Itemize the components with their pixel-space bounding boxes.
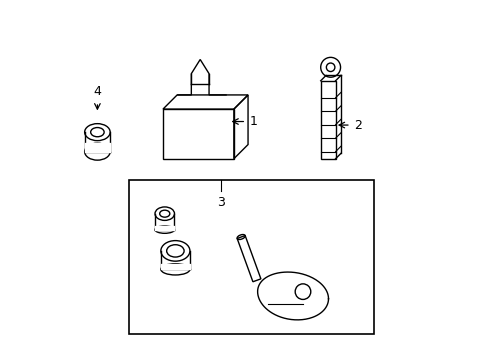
Text: 1: 1 bbox=[249, 115, 257, 128]
Text: 2: 2 bbox=[354, 118, 362, 131]
Text: 4: 4 bbox=[93, 85, 101, 98]
Text: 3: 3 bbox=[217, 196, 225, 209]
Bar bbox=[129, 180, 373, 334]
